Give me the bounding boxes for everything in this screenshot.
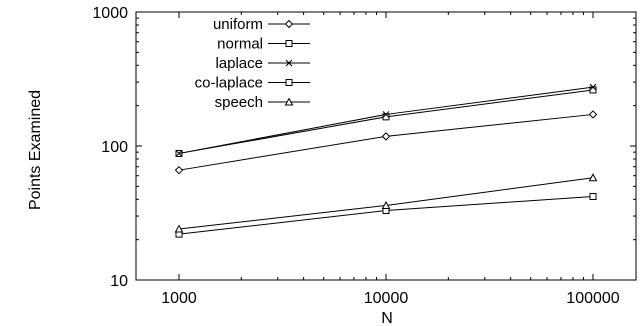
legend-marker-normal <box>285 40 293 47</box>
y-tick-label: 10 <box>110 273 128 290</box>
legend-marker-speech <box>284 97 294 106</box>
data-point-speech <box>588 173 598 182</box>
data-point-laplace <box>589 83 597 91</box>
data-point-co-laplace <box>589 192 597 200</box>
y-axis-label: Points Examined <box>27 90 44 210</box>
legend-label-laplace: laplace <box>215 55 263 72</box>
data-point-uniform <box>381 132 391 141</box>
data-point-uniform <box>588 110 598 119</box>
x-tick-label: 1000 <box>161 290 197 307</box>
data-point-speech <box>174 224 184 233</box>
legend-label-normal: normal <box>217 36 263 53</box>
legend-label-uniform: uniform <box>213 16 263 33</box>
x-tick-label: 10000 <box>364 290 409 307</box>
plot-frame <box>135 11 637 281</box>
y-tick-label: 1000 <box>92 5 128 22</box>
data-point-uniform <box>174 165 184 175</box>
legend-marker-laplace <box>285 59 293 67</box>
legend-label-co-laplace: co-laplace <box>195 75 263 92</box>
x-axis-label: N <box>381 310 393 326</box>
y-tick-label: 100 <box>101 139 128 156</box>
legend-label-speech: speech <box>215 94 263 111</box>
data-point-laplace <box>175 150 183 157</box>
data-point-laplace <box>382 111 390 118</box>
x-tick-label: 100000 <box>566 290 619 307</box>
data-point-speech <box>381 200 391 209</box>
legend-marker-co-laplace <box>285 79 293 86</box>
legend-marker-uniform <box>284 19 294 29</box>
